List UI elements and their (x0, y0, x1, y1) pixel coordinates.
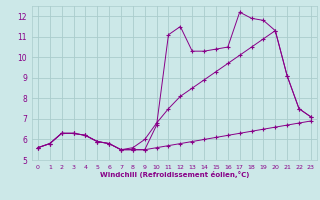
X-axis label: Windchill (Refroidissement éolien,°C): Windchill (Refroidissement éolien,°C) (100, 171, 249, 178)
